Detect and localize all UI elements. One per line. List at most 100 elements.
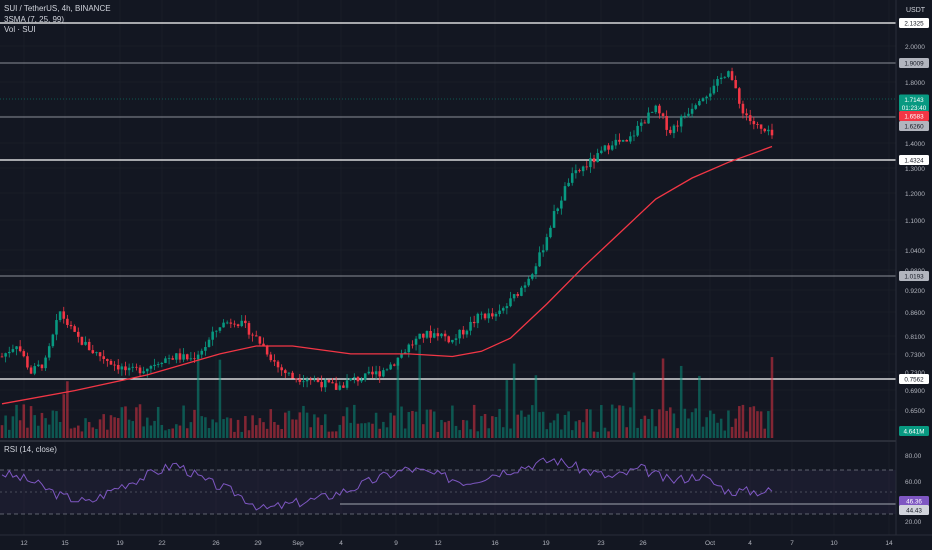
candle-body [135, 366, 138, 368]
rsi-ticks: 80.00 60.00 20.00 [905, 453, 922, 526]
volume-bar [323, 414, 327, 438]
volume-bar [665, 410, 668, 438]
candle-body [538, 252, 541, 267]
volume-bar [262, 422, 265, 438]
candle-body [654, 105, 658, 113]
volume-bar [487, 428, 490, 438]
volume-bar [153, 420, 156, 438]
volume-bar [541, 411, 545, 438]
volume-bar [29, 406, 33, 438]
candle-body [236, 324, 240, 327]
candle-body [389, 364, 392, 370]
volume-bar [44, 418, 47, 438]
candle-body [18, 346, 22, 352]
volume-bar [196, 357, 200, 438]
badge-last-price-text: 01:23:40 [902, 105, 927, 112]
volume-bar [407, 412, 411, 438]
candle-body [541, 250, 545, 253]
candle-body [534, 266, 538, 275]
candle-body [738, 88, 741, 104]
volume-bar [498, 408, 501, 438]
candle-body [291, 372, 294, 379]
volume-bar [549, 422, 552, 438]
rsi-tick-label: 60.00 [905, 479, 922, 486]
rsi-line [1, 457, 773, 511]
volume-bar [164, 430, 167, 438]
candle-body [392, 364, 396, 366]
time-tick-label: 12 [434, 540, 442, 547]
price-tick-label: 0.8600 [905, 310, 925, 317]
price-tick-label: 1.2000 [905, 191, 925, 198]
time-axis [0, 535, 932, 550]
volume-bar [229, 418, 233, 438]
volume-bar [676, 428, 679, 438]
candle-body [298, 379, 302, 382]
candle-body [189, 358, 193, 360]
volume-bar [4, 415, 7, 438]
candle-body [363, 373, 367, 380]
candle-body [716, 79, 719, 86]
volume-bar [596, 431, 599, 438]
candle-body [730, 71, 734, 81]
volume-bar [146, 417, 149, 438]
candle-body [360, 379, 363, 382]
badge-rsi-value: 46.36 [899, 496, 929, 506]
volume-bar [185, 428, 189, 438]
volume-bar [658, 409, 661, 438]
candle-body [563, 186, 567, 201]
candle-body [625, 140, 628, 142]
candle-body [574, 170, 578, 174]
time-tick-label: 15 [61, 540, 69, 547]
volume-bar [545, 429, 549, 438]
candle-body [723, 76, 727, 78]
volume-bar [672, 413, 676, 438]
candle-body [33, 366, 36, 374]
candle-body [131, 366, 135, 368]
candle-body [614, 139, 618, 146]
volume-bar [302, 405, 305, 438]
candle-body [338, 385, 342, 390]
candle-body [138, 367, 142, 374]
badge-support-text: 1.6260 [904, 124, 924, 131]
volume-bar [313, 414, 316, 438]
volume-bar [647, 418, 650, 438]
candle-body [687, 113, 690, 116]
candle-body [334, 383, 338, 390]
candle-body [694, 105, 697, 109]
candle-body [240, 320, 243, 327]
volume-bar [476, 431, 480, 438]
candle-body [247, 323, 251, 335]
volume-bar [600, 405, 603, 438]
volume-bar [106, 429, 109, 438]
time-tick-label: 9 [394, 540, 398, 547]
candle-body [29, 367, 33, 374]
volume-bar [512, 363, 516, 438]
volume-bar [236, 419, 240, 438]
candle-body [316, 379, 320, 382]
volume-bar [389, 412, 392, 438]
candle-body [233, 323, 236, 325]
volume-bar [687, 418, 690, 438]
volume-bar [294, 419, 298, 438]
candle-body [549, 227, 552, 238]
volume-bar [363, 423, 367, 438]
volume-bar [462, 419, 465, 438]
candle-body [345, 380, 349, 388]
candle-body [106, 359, 109, 361]
candle-body [149, 366, 153, 369]
volume-bar [371, 423, 374, 438]
candle-body [462, 329, 465, 335]
volume-bar [636, 427, 639, 438]
candle-body [665, 116, 668, 130]
candle-body [570, 173, 574, 183]
volume-bar [472, 404, 476, 438]
volume-bar [160, 424, 164, 438]
volume-bar [207, 428, 211, 438]
price-tick-label: 0.6500 [905, 408, 925, 415]
candle-body [251, 334, 254, 336]
candle-body [556, 208, 559, 212]
candle-body [254, 335, 258, 337]
candle-body [374, 371, 378, 375]
volume-bar [501, 427, 505, 438]
